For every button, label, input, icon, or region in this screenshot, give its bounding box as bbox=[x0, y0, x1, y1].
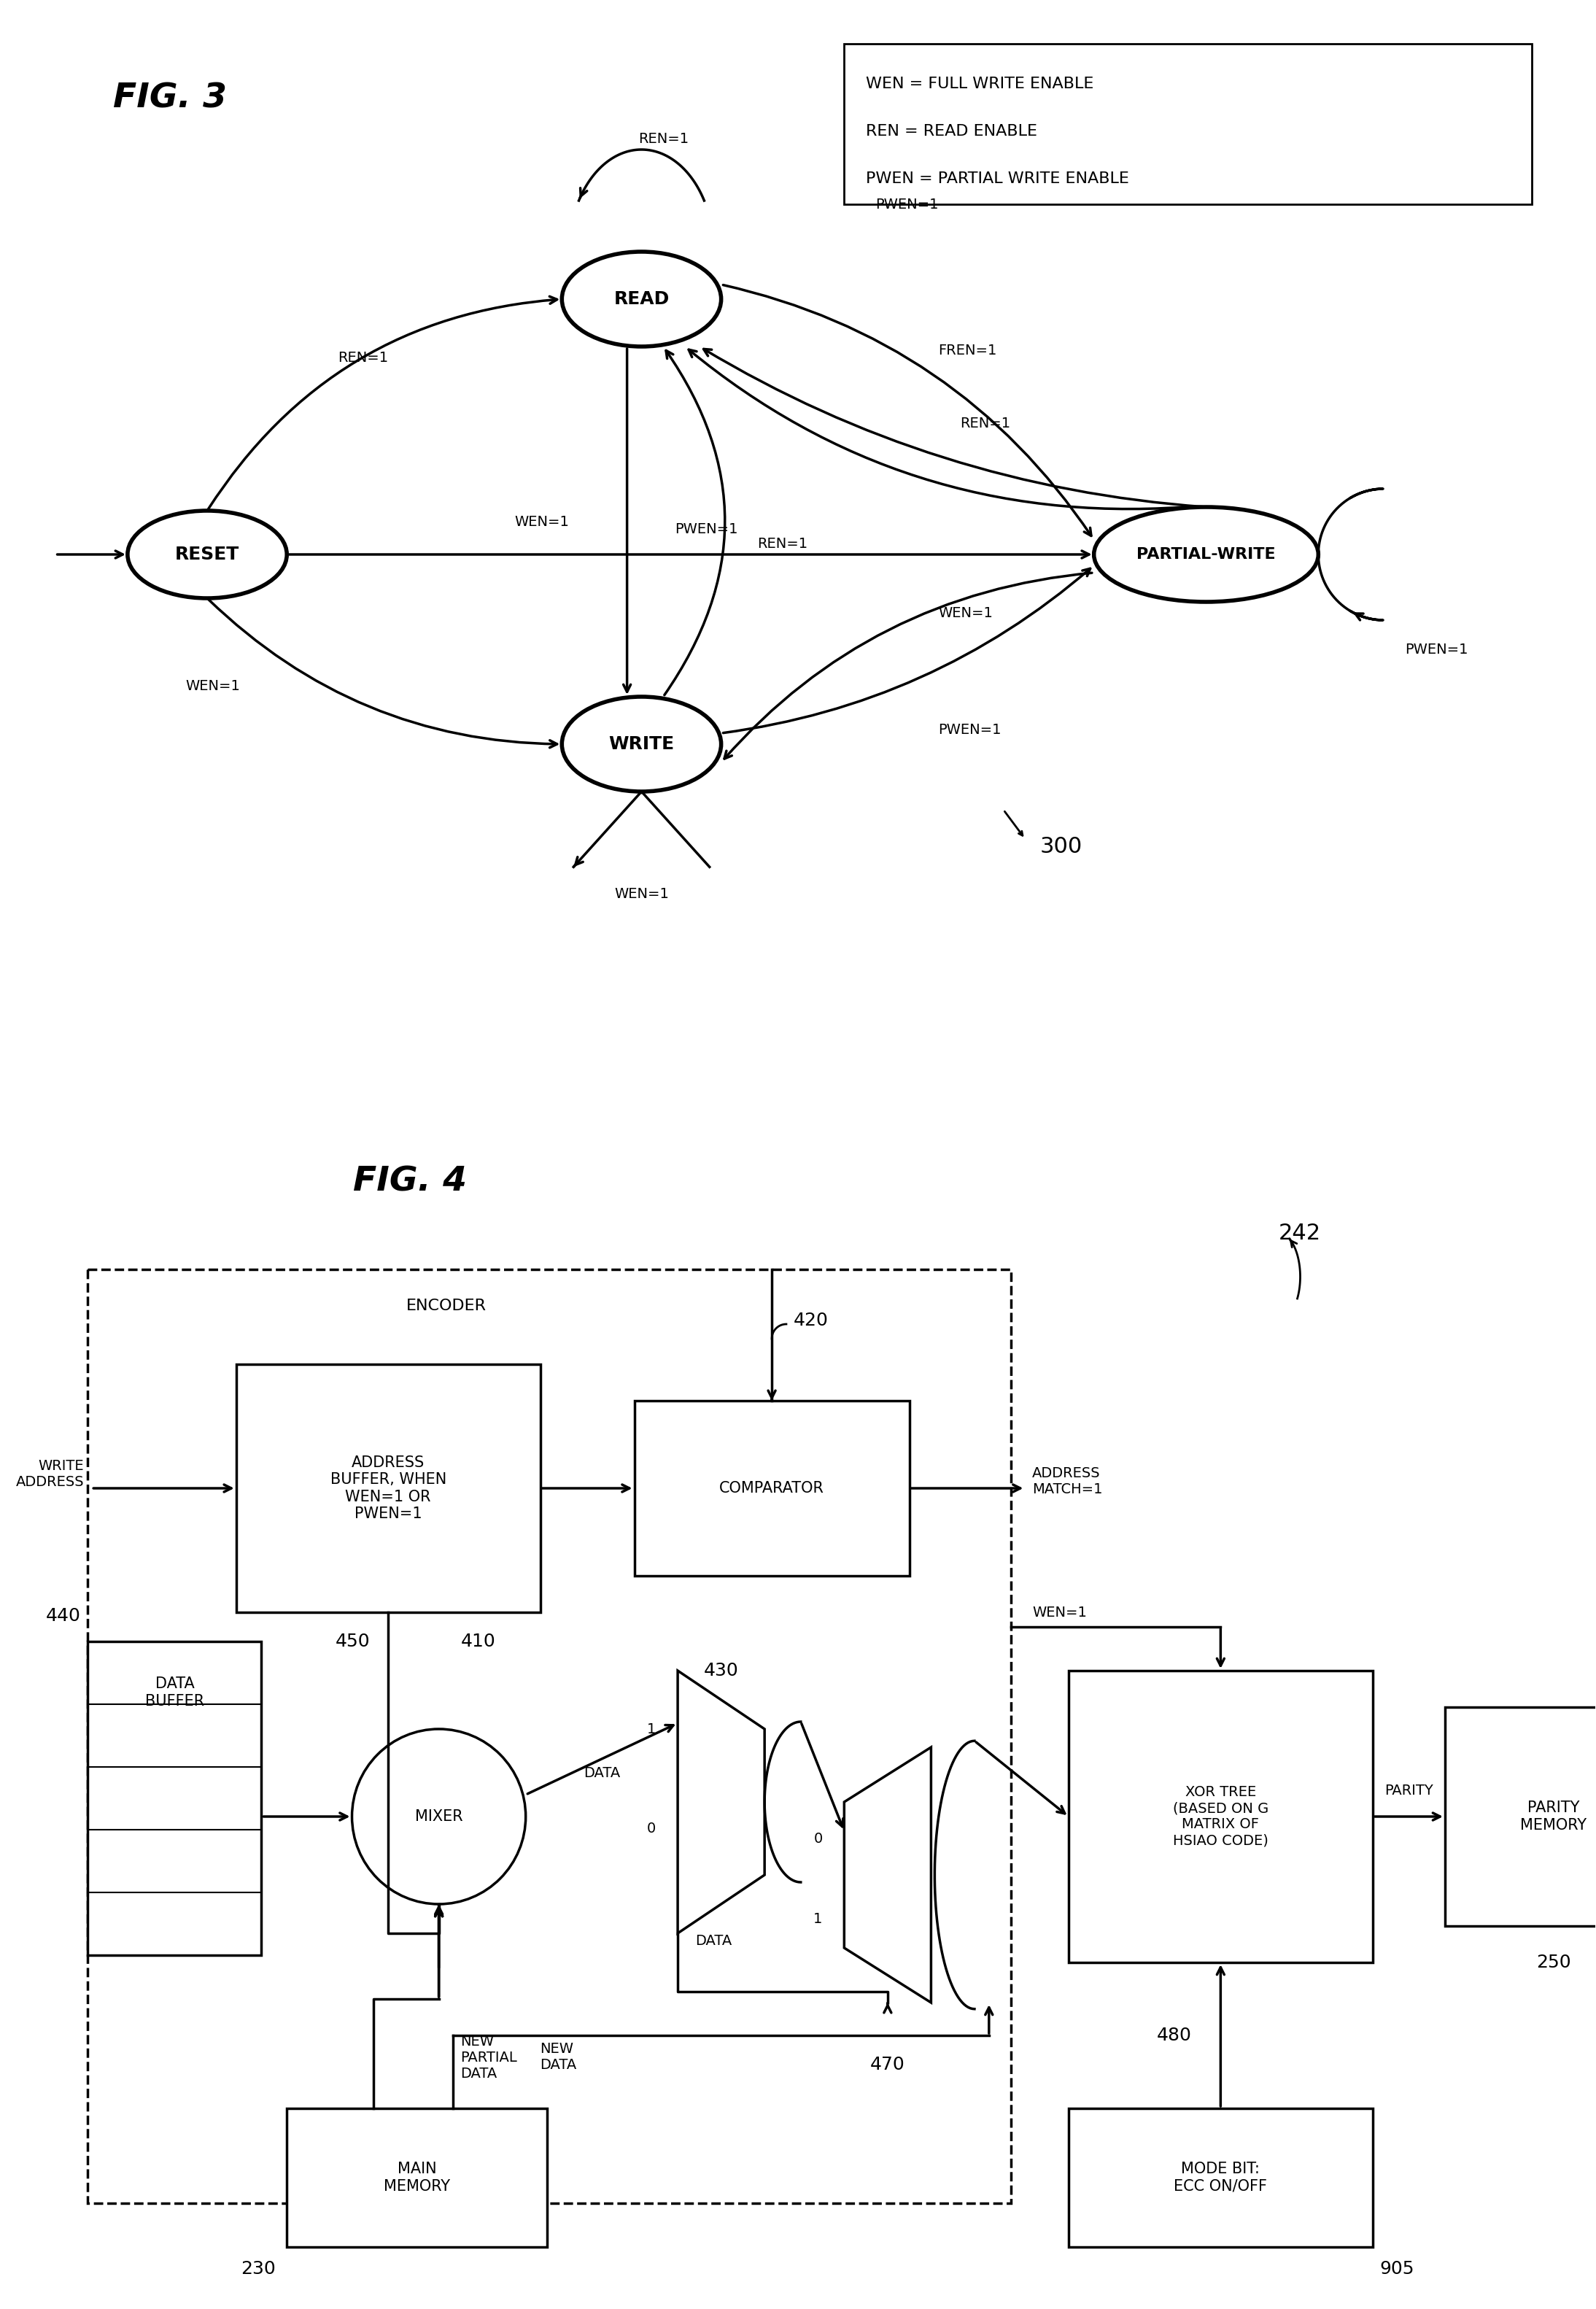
Text: 905: 905 bbox=[1381, 2261, 1414, 2277]
Text: 0: 0 bbox=[814, 1831, 822, 1845]
Text: PARITY: PARITY bbox=[1384, 1785, 1433, 1799]
Text: REN=1: REN=1 bbox=[337, 351, 388, 365]
Text: REN=1: REN=1 bbox=[961, 416, 1010, 429]
Text: WEN = FULL WRITE ENABLE: WEN = FULL WRITE ENABLE bbox=[867, 76, 1093, 90]
Text: ENCODER: ENCODER bbox=[405, 1298, 487, 1314]
Text: PARITY
MEMORY: PARITY MEMORY bbox=[1521, 1801, 1586, 1833]
Bar bbox=[236, 1365, 539, 1612]
Ellipse shape bbox=[128, 510, 287, 598]
Bar bbox=[844, 44, 1532, 203]
Text: PWEN=1: PWEN=1 bbox=[675, 522, 739, 536]
Bar bbox=[287, 2108, 547, 2247]
Polygon shape bbox=[678, 1672, 764, 1933]
Text: PWEN=1: PWEN=1 bbox=[938, 723, 1001, 737]
Text: 1: 1 bbox=[646, 1723, 656, 1736]
Text: PARTIAL-WRITE: PARTIAL-WRITE bbox=[1136, 547, 1275, 561]
Text: READ: READ bbox=[614, 291, 669, 307]
Text: REN=1: REN=1 bbox=[758, 536, 808, 550]
Text: 430: 430 bbox=[704, 1662, 739, 1679]
Text: REN = READ ENABLE: REN = READ ENABLE bbox=[867, 125, 1037, 139]
Bar bbox=[88, 1642, 262, 1956]
Text: PWEN=1: PWEN=1 bbox=[875, 196, 938, 210]
Text: WEN=1: WEN=1 bbox=[1033, 1605, 1087, 1619]
Text: 480: 480 bbox=[1157, 2027, 1192, 2043]
Text: FIG. 3: FIG. 3 bbox=[113, 83, 227, 115]
Text: PWEN=1: PWEN=1 bbox=[1404, 642, 1468, 656]
Text: WEN=1: WEN=1 bbox=[614, 887, 669, 901]
Ellipse shape bbox=[562, 697, 721, 792]
Text: DATA: DATA bbox=[696, 1933, 733, 1946]
Bar bbox=[88, 1270, 1010, 2203]
Text: 420: 420 bbox=[793, 1312, 828, 1330]
Text: WRITE: WRITE bbox=[608, 734, 675, 753]
Text: ADDRESS
BUFFER, WHEN
WEN=1 OR
PWEN=1: ADDRESS BUFFER, WHEN WEN=1 OR PWEN=1 bbox=[330, 1455, 447, 1522]
Text: XOR TREE
(BASED ON G
MATRIX OF
HSIAO CODE): XOR TREE (BASED ON G MATRIX OF HSIAO COD… bbox=[1173, 1785, 1269, 1847]
Ellipse shape bbox=[562, 252, 721, 346]
Text: MIXER: MIXER bbox=[415, 1810, 463, 1824]
Text: REN=1: REN=1 bbox=[638, 132, 688, 145]
Text: 1: 1 bbox=[814, 1912, 822, 1926]
Text: 230: 230 bbox=[241, 2261, 276, 2277]
Text: COMPARATOR: COMPARATOR bbox=[720, 1480, 824, 1496]
Text: WEN=1: WEN=1 bbox=[514, 515, 570, 529]
Text: RESET: RESET bbox=[176, 545, 239, 563]
Text: NEW
DATA: NEW DATA bbox=[539, 2043, 576, 2071]
Text: DATA
BUFFER: DATA BUFFER bbox=[145, 1676, 204, 1709]
Text: PWEN = PARTIAL WRITE ENABLE: PWEN = PARTIAL WRITE ENABLE bbox=[867, 171, 1128, 187]
Text: ADDRESS
MATCH=1: ADDRESS MATCH=1 bbox=[1033, 1466, 1103, 1496]
Text: WEN=1: WEN=1 bbox=[938, 605, 993, 619]
Text: 440: 440 bbox=[46, 1607, 80, 1626]
Ellipse shape bbox=[1093, 508, 1318, 603]
Text: FREN=1: FREN=1 bbox=[938, 344, 998, 358]
Text: 470: 470 bbox=[870, 2055, 905, 2073]
Bar bbox=[1444, 1706, 1596, 1926]
Polygon shape bbox=[844, 1748, 930, 2002]
Text: MAIN
MEMORY: MAIN MEMORY bbox=[385, 2161, 450, 2194]
Text: 0: 0 bbox=[646, 1822, 656, 1836]
Bar bbox=[634, 1402, 910, 1575]
Text: 242: 242 bbox=[1278, 1221, 1321, 1245]
Text: WEN=1: WEN=1 bbox=[185, 679, 239, 693]
Bar bbox=[1069, 1672, 1373, 1963]
Text: 250: 250 bbox=[1537, 1953, 1570, 1972]
Bar bbox=[1069, 2108, 1373, 2247]
Text: DATA: DATA bbox=[584, 1766, 619, 1780]
Ellipse shape bbox=[353, 1729, 525, 1905]
Text: 450: 450 bbox=[335, 1632, 370, 1651]
Text: NEW
PARTIAL
DATA: NEW PARTIAL DATA bbox=[461, 2034, 517, 2080]
Text: 300: 300 bbox=[1039, 836, 1082, 857]
Text: 410: 410 bbox=[461, 1632, 495, 1651]
Text: WRITE
ADDRESS: WRITE ADDRESS bbox=[16, 1459, 85, 1489]
Text: FIG. 4: FIG. 4 bbox=[353, 1166, 466, 1198]
Text: MODE BIT:
ECC ON/OFF: MODE BIT: ECC ON/OFF bbox=[1175, 2161, 1267, 2194]
